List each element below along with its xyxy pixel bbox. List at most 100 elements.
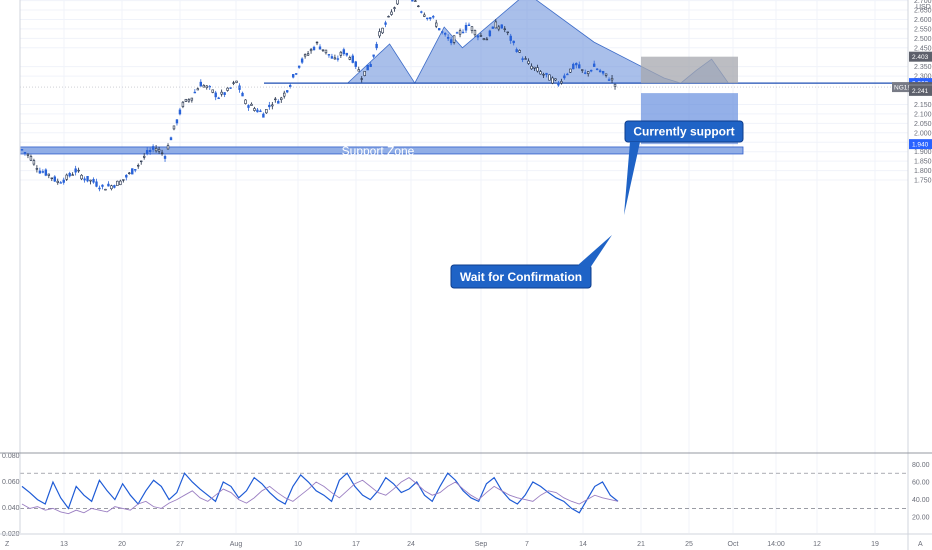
candle-body bbox=[315, 41, 319, 44]
candle-body bbox=[169, 137, 173, 141]
candle-body bbox=[217, 97, 220, 100]
candle-body bbox=[253, 108, 256, 111]
candle-body bbox=[330, 56, 334, 59]
candle-body bbox=[536, 67, 539, 72]
candle-body bbox=[360, 78, 363, 80]
candle-body bbox=[598, 70, 602, 73]
candle-body bbox=[131, 168, 134, 175]
candle-body bbox=[378, 31, 381, 37]
candle-body bbox=[527, 60, 530, 64]
candle-body bbox=[375, 43, 378, 49]
candle-body bbox=[369, 64, 372, 67]
candle-body bbox=[470, 26, 474, 31]
callout-box-wait-confirmation bbox=[450, 264, 592, 289]
time-tick-label: 24 bbox=[407, 541, 415, 548]
oscillator-left-tick: 0.040 bbox=[2, 505, 20, 512]
candle-body bbox=[291, 74, 295, 78]
candle-body bbox=[256, 109, 259, 113]
candle-body bbox=[238, 85, 241, 90]
candle-body bbox=[259, 110, 262, 113]
candle-body bbox=[205, 85, 208, 88]
candle-body bbox=[557, 82, 560, 86]
time-tick-label: 27 bbox=[176, 541, 184, 548]
candle-body bbox=[283, 92, 286, 97]
candle-body bbox=[584, 72, 587, 74]
candle-body bbox=[44, 169, 48, 176]
candle-body bbox=[74, 168, 77, 173]
candle-body bbox=[232, 82, 235, 84]
time-tick-label: 14:00 bbox=[767, 541, 785, 548]
candle-body bbox=[142, 155, 146, 158]
candle-body bbox=[345, 52, 349, 56]
candle-body bbox=[181, 101, 185, 107]
candle-body bbox=[300, 58, 304, 63]
price-tick-label: 2.500 bbox=[914, 36, 932, 43]
support-zone-label: Support Zone bbox=[342, 144, 415, 158]
candle-body bbox=[595, 68, 599, 71]
candle-body bbox=[95, 181, 98, 187]
price-tick-label: 2.550 bbox=[914, 26, 932, 33]
candle-body bbox=[384, 22, 387, 25]
candle-body bbox=[160, 152, 164, 155]
candle-body bbox=[262, 113, 265, 118]
symbol-tag-label: NG1! bbox=[894, 84, 909, 91]
oscillator-left-tick: 0.060 bbox=[2, 479, 20, 486]
candle-body bbox=[137, 165, 140, 167]
candle-body bbox=[38, 170, 42, 174]
candle-body bbox=[500, 24, 503, 29]
candle-body bbox=[306, 53, 310, 56]
price-tick-label: 2.000 bbox=[914, 130, 932, 137]
candle-body bbox=[157, 149, 161, 152]
candle-body bbox=[539, 71, 542, 75]
time-tick-label: 19 bbox=[871, 541, 879, 548]
oscillator-series-line bbox=[21, 472, 619, 514]
candle-body bbox=[86, 175, 89, 182]
candle-body bbox=[348, 57, 351, 60]
time-tick-label: 7 bbox=[525, 541, 529, 548]
candle-body bbox=[178, 109, 182, 115]
candle-body bbox=[35, 168, 39, 170]
candle-body bbox=[250, 103, 253, 106]
candle-body bbox=[342, 49, 346, 55]
candle-body bbox=[417, 5, 420, 8]
candle-body bbox=[387, 15, 390, 18]
candle-body bbox=[110, 185, 113, 190]
candle-body bbox=[184, 98, 188, 102]
candle-body bbox=[244, 99, 247, 104]
candle-body bbox=[190, 97, 194, 101]
price-tick-label: 2.650 bbox=[914, 8, 932, 15]
candle-body bbox=[29, 155, 33, 161]
candle-body bbox=[309, 49, 313, 52]
candle-body bbox=[464, 24, 468, 31]
candle-body bbox=[98, 187, 101, 190]
candle-body bbox=[423, 14, 426, 17]
candle-body bbox=[372, 54, 375, 57]
price-tick-label: 1.750 bbox=[914, 178, 932, 185]
candle-body bbox=[321, 49, 325, 51]
candle-body bbox=[318, 46, 322, 50]
candle-body bbox=[545, 72, 548, 75]
candle-body bbox=[71, 174, 74, 176]
candle-body bbox=[449, 39, 453, 44]
candle-body bbox=[610, 78, 614, 81]
candle-body bbox=[491, 26, 495, 29]
candle-body bbox=[294, 73, 298, 75]
candle-body bbox=[488, 30, 492, 37]
candle-body bbox=[435, 22, 438, 27]
candle-body bbox=[566, 73, 569, 76]
candle-body bbox=[494, 21, 498, 29]
candle-body bbox=[455, 32, 459, 34]
candle-body bbox=[92, 179, 95, 183]
candle-body bbox=[482, 38, 486, 40]
candle-body bbox=[196, 88, 200, 91]
candle-body bbox=[166, 145, 170, 150]
candle-body bbox=[512, 40, 515, 44]
time-tick-label: 20 bbox=[118, 541, 126, 548]
candle-body bbox=[452, 35, 456, 43]
price-axis-unit: USD bbox=[916, 4, 931, 11]
price-tag-label: 2.241 bbox=[912, 88, 929, 95]
candle-body bbox=[426, 17, 429, 20]
candle-body bbox=[563, 75, 566, 79]
